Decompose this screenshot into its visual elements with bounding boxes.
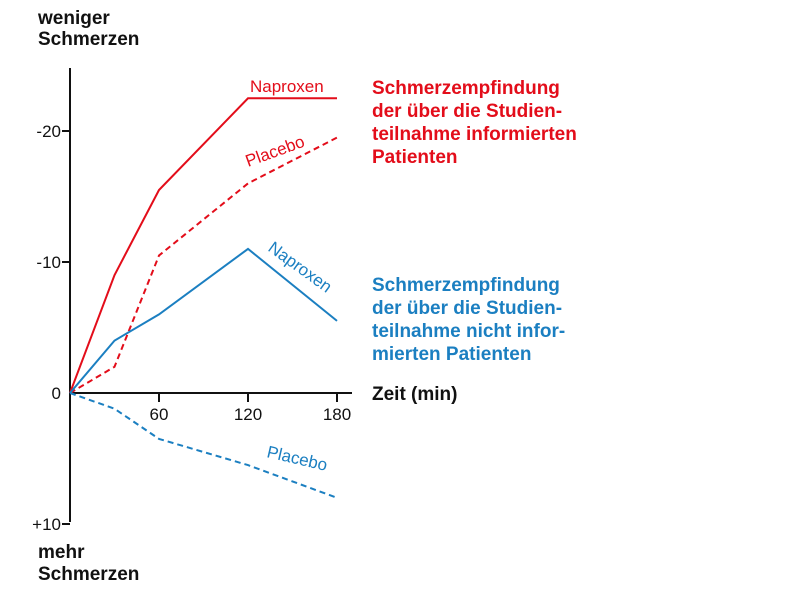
group-title-informed-line-4: Patienten (372, 147, 458, 168)
group-title-informed-line-1: Schmerzempfindung (372, 78, 560, 99)
group-title-not-informed-line-4: mierten Patienten (372, 344, 531, 365)
x-axis-label: Zeit (min) (372, 384, 458, 405)
y-label-top-line-1: weniger (37, 8, 110, 29)
group-title-informed-line-2: der über die Studien- (372, 101, 562, 122)
y-tick-label--20: -20 (36, 122, 61, 141)
series-line-naproxen-informed (69, 97, 337, 394)
series-line-placebo-informed (69, 136, 338, 394)
x-tick-label-60: 60 (150, 405, 169, 424)
y-label-bottom-line-1: mehr (38, 542, 85, 563)
group-title-not-informed-line-2: der über die Studien- (372, 298, 562, 319)
group-title-not-informed-line-1: Schmerzempfindung (372, 275, 560, 296)
y-label-top-line-2: Schmerzen (38, 29, 139, 50)
series-line-naproxen-not-informed (69, 247, 338, 394)
x-tick-label-120: 120 (234, 405, 262, 424)
y-tick-label-+10: +10 (32, 515, 61, 534)
series-layer (69, 97, 338, 499)
ticks-layer: 60 120 180 -20 -10 0 +10 (32, 122, 351, 534)
group-title-not-informed: Schmerzempfindung der über die Studien- … (372, 275, 565, 365)
x-tick-label-180: 180 (323, 405, 351, 424)
group-title-not-informed-line-3: teilnahme nicht infor- (372, 321, 565, 342)
group-title-informed-line-3: teilnahme informierten (372, 124, 577, 145)
group-title-informed: Schmerzempfindung der über die Studien- … (372, 78, 577, 168)
series-label-placebo-not-informed: Placebo (265, 442, 329, 474)
series-label-naproxen-informed: Naproxen (250, 77, 324, 96)
series-line-placebo-not-informed (69, 392, 338, 499)
series-label-naproxen-not-informed: Naproxen (265, 238, 336, 297)
y-tick-label--10: -10 (36, 253, 61, 272)
y-label-bottom-line-2: Schmerzen (38, 564, 139, 585)
y-tick-label-0: 0 (52, 384, 61, 403)
series-label-placebo-informed: Placebo (243, 132, 307, 171)
